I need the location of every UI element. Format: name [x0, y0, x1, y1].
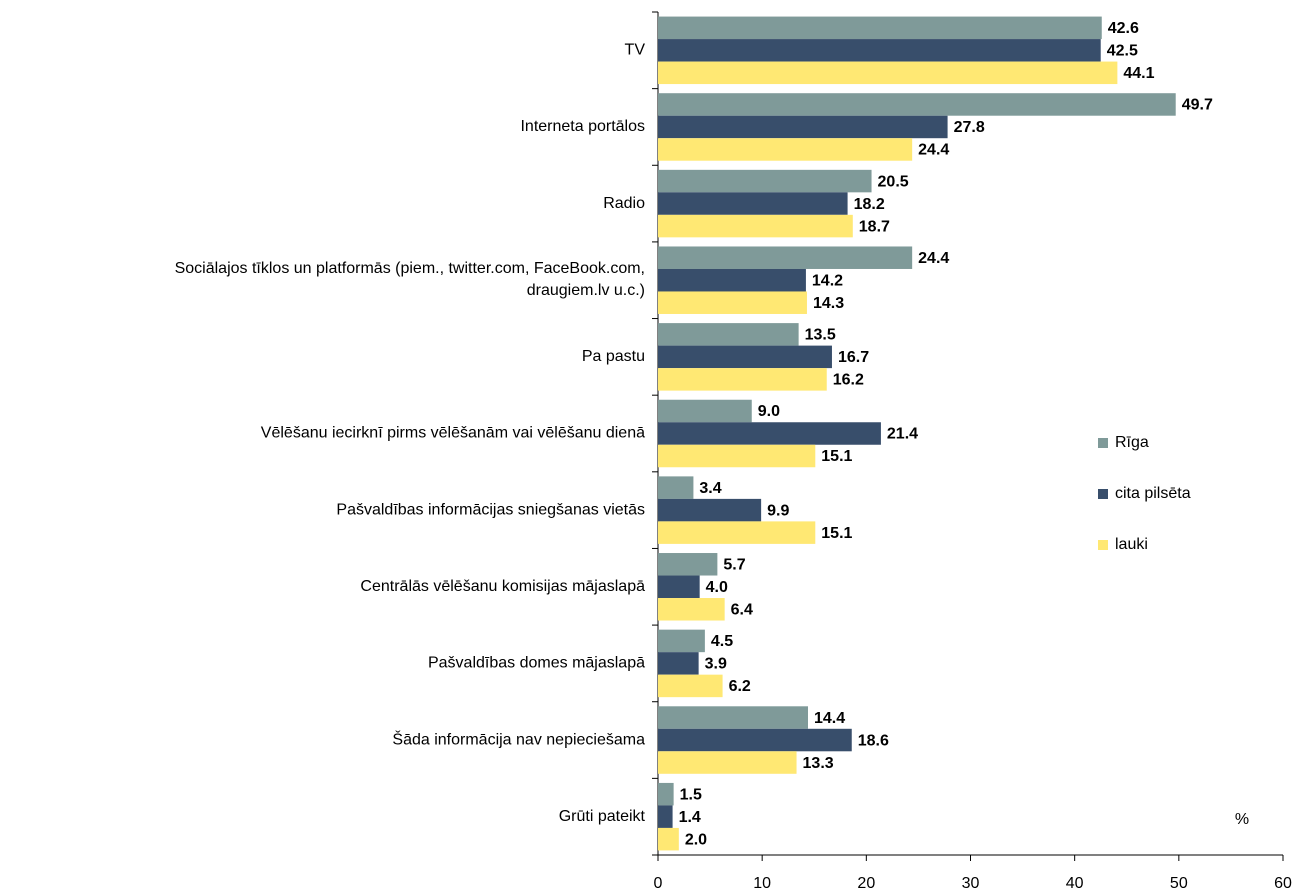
value-label: 16.7 — [838, 349, 869, 366]
x-axis-label: % — [1235, 811, 1249, 828]
bar — [658, 214, 853, 238]
category-label: Sociālajos tīklos un platformās (piem., … — [175, 260, 645, 299]
category-label: Šāda informācija nav nepieciešama — [392, 729, 645, 748]
x-tick-label: 10 — [753, 875, 771, 892]
value-label: 13.5 — [805, 327, 836, 344]
bar — [658, 444, 816, 468]
legend-label: lauki — [1115, 536, 1148, 553]
value-label: 18.7 — [859, 218, 890, 235]
bar — [658, 521, 816, 544]
bar — [658, 751, 797, 774]
value-label: 6.4 — [731, 601, 753, 618]
bar — [658, 61, 1118, 85]
category-label-line: draugiem.lv u.c.) — [527, 282, 645, 299]
bar — [658, 138, 913, 161]
bar — [658, 422, 881, 445]
bar — [658, 827, 679, 851]
value-label: 42.6 — [1108, 20, 1139, 37]
legend-label: Rīga — [1115, 434, 1149, 451]
legend-swatch — [1098, 540, 1108, 550]
bar — [658, 476, 694, 499]
bar — [658, 728, 852, 752]
bar — [658, 368, 827, 391]
value-label: 24.4 — [918, 250, 949, 267]
bar — [658, 323, 799, 346]
x-tick-label: 40 — [1066, 875, 1084, 892]
value-label: 1.5 — [680, 786, 702, 803]
value-label: 18.6 — [858, 732, 889, 749]
value-label: 14.3 — [813, 295, 844, 312]
value-label: 15.1 — [821, 525, 852, 542]
bar — [658, 93, 1176, 116]
value-label: 24.4 — [918, 142, 949, 159]
bar — [658, 598, 725, 621]
value-label: 9.0 — [758, 403, 780, 420]
value-label: 42.5 — [1107, 43, 1138, 60]
value-label: 16.2 — [833, 372, 864, 389]
value-label: 6.2 — [729, 678, 751, 695]
value-label: 3.4 — [699, 480, 721, 497]
category-label: Centrālās vēlēšanu komisijas mājaslapā — [360, 578, 645, 595]
x-tick-label: 60 — [1274, 875, 1292, 892]
bar — [658, 399, 752, 423]
legend-swatch — [1098, 489, 1108, 499]
x-tick-label: 50 — [1170, 875, 1188, 892]
bar — [658, 169, 872, 193]
value-label: 5.7 — [723, 556, 745, 573]
value-label: 13.3 — [803, 755, 834, 772]
value-label: 4.0 — [706, 579, 728, 596]
value-label: 18.2 — [854, 196, 885, 213]
value-label: 21.4 — [887, 426, 918, 443]
value-label: 49.7 — [1182, 97, 1213, 114]
bar — [658, 553, 718, 576]
value-label: 9.9 — [767, 502, 789, 519]
value-label: 20.5 — [878, 173, 909, 190]
value-label: 4.5 — [711, 633, 733, 650]
bar — [658, 575, 700, 599]
value-label: 27.8 — [954, 119, 985, 136]
category-label: Pa pastu — [582, 348, 645, 365]
category-label: Radio — [603, 195, 645, 212]
category-label: Pašvaldības informācijas sniegšanas viet… — [336, 501, 645, 518]
x-tick-label: 20 — [857, 875, 875, 892]
category-label: TV — [625, 42, 646, 59]
category-label: Vēlēšanu iecirknī pirms vēlēšanām vai vē… — [261, 425, 645, 442]
bar — [658, 16, 1102, 40]
category-label: Interneta portālos — [520, 118, 645, 135]
bar — [658, 246, 913, 269]
bar — [658, 674, 723, 698]
category-label: Pašvaldības domes mājaslapā — [428, 655, 645, 672]
value-label: 14.2 — [812, 272, 843, 289]
value-label: 3.9 — [705, 656, 727, 673]
legend-swatch — [1098, 438, 1108, 448]
bar — [658, 652, 699, 675]
category-label: Grūti pateikt — [559, 808, 646, 825]
bar — [658, 706, 808, 729]
bar — [658, 345, 832, 369]
bar — [658, 291, 807, 314]
value-label: 14.4 — [814, 710, 845, 727]
x-tick-label: 30 — [962, 875, 980, 892]
bar — [658, 115, 948, 139]
bar — [658, 782, 674, 806]
bar — [658, 268, 806, 292]
bar — [658, 629, 705, 653]
bar — [658, 805, 673, 828]
bar — [658, 498, 762, 522]
legend-label: cita pilsēta — [1115, 485, 1191, 502]
bar — [658, 39, 1101, 62]
value-label: 15.1 — [821, 448, 852, 465]
bar — [658, 192, 848, 215]
value-label: 44.1 — [1123, 65, 1154, 82]
category-label-line: Sociālajos tīklos un platformās (piem., … — [175, 260, 645, 277]
x-tick-label: 0 — [654, 875, 663, 892]
value-label: 2.0 — [685, 831, 707, 848]
value-label: 1.4 — [679, 809, 701, 826]
